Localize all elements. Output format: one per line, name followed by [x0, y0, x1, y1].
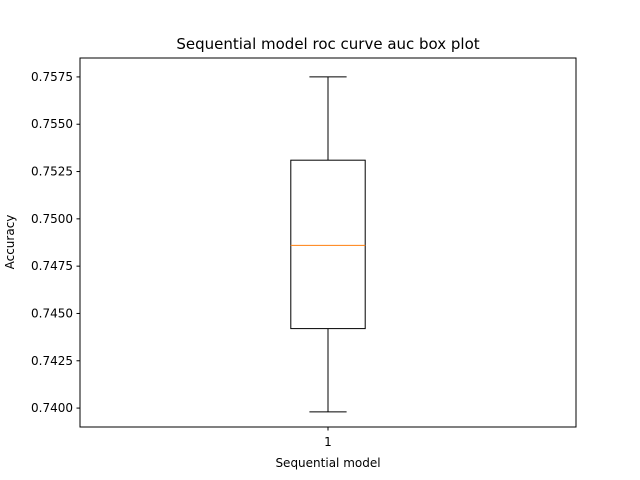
y-tick-label: 0.7475 — [31, 259, 73, 273]
chart-title: Sequential model roc curve auc box plot — [176, 35, 479, 53]
y-tick-label: 0.7525 — [31, 165, 73, 179]
x-tick-label: 1 — [324, 435, 332, 449]
box-iqr — [290, 159, 366, 330]
y-tick-label: 0.7400 — [31, 401, 73, 415]
axes-frame — [79, 57, 577, 428]
y-axis-label: Accuracy — [3, 215, 17, 270]
y-tick-label: 0.7575 — [31, 70, 73, 84]
y-tick-label: 0.7450 — [31, 306, 73, 320]
y-tick-label: 0.7500 — [31, 212, 73, 226]
y-tick-label: 0.7425 — [31, 354, 73, 368]
x-axis-label: Sequential model — [275, 456, 380, 470]
y-tick-label: 0.7550 — [31, 117, 73, 131]
plot-area: 0.7400 0.7425 0.7450 0.7475 0.7500 0.7525 0.75… — [31, 70, 366, 449]
